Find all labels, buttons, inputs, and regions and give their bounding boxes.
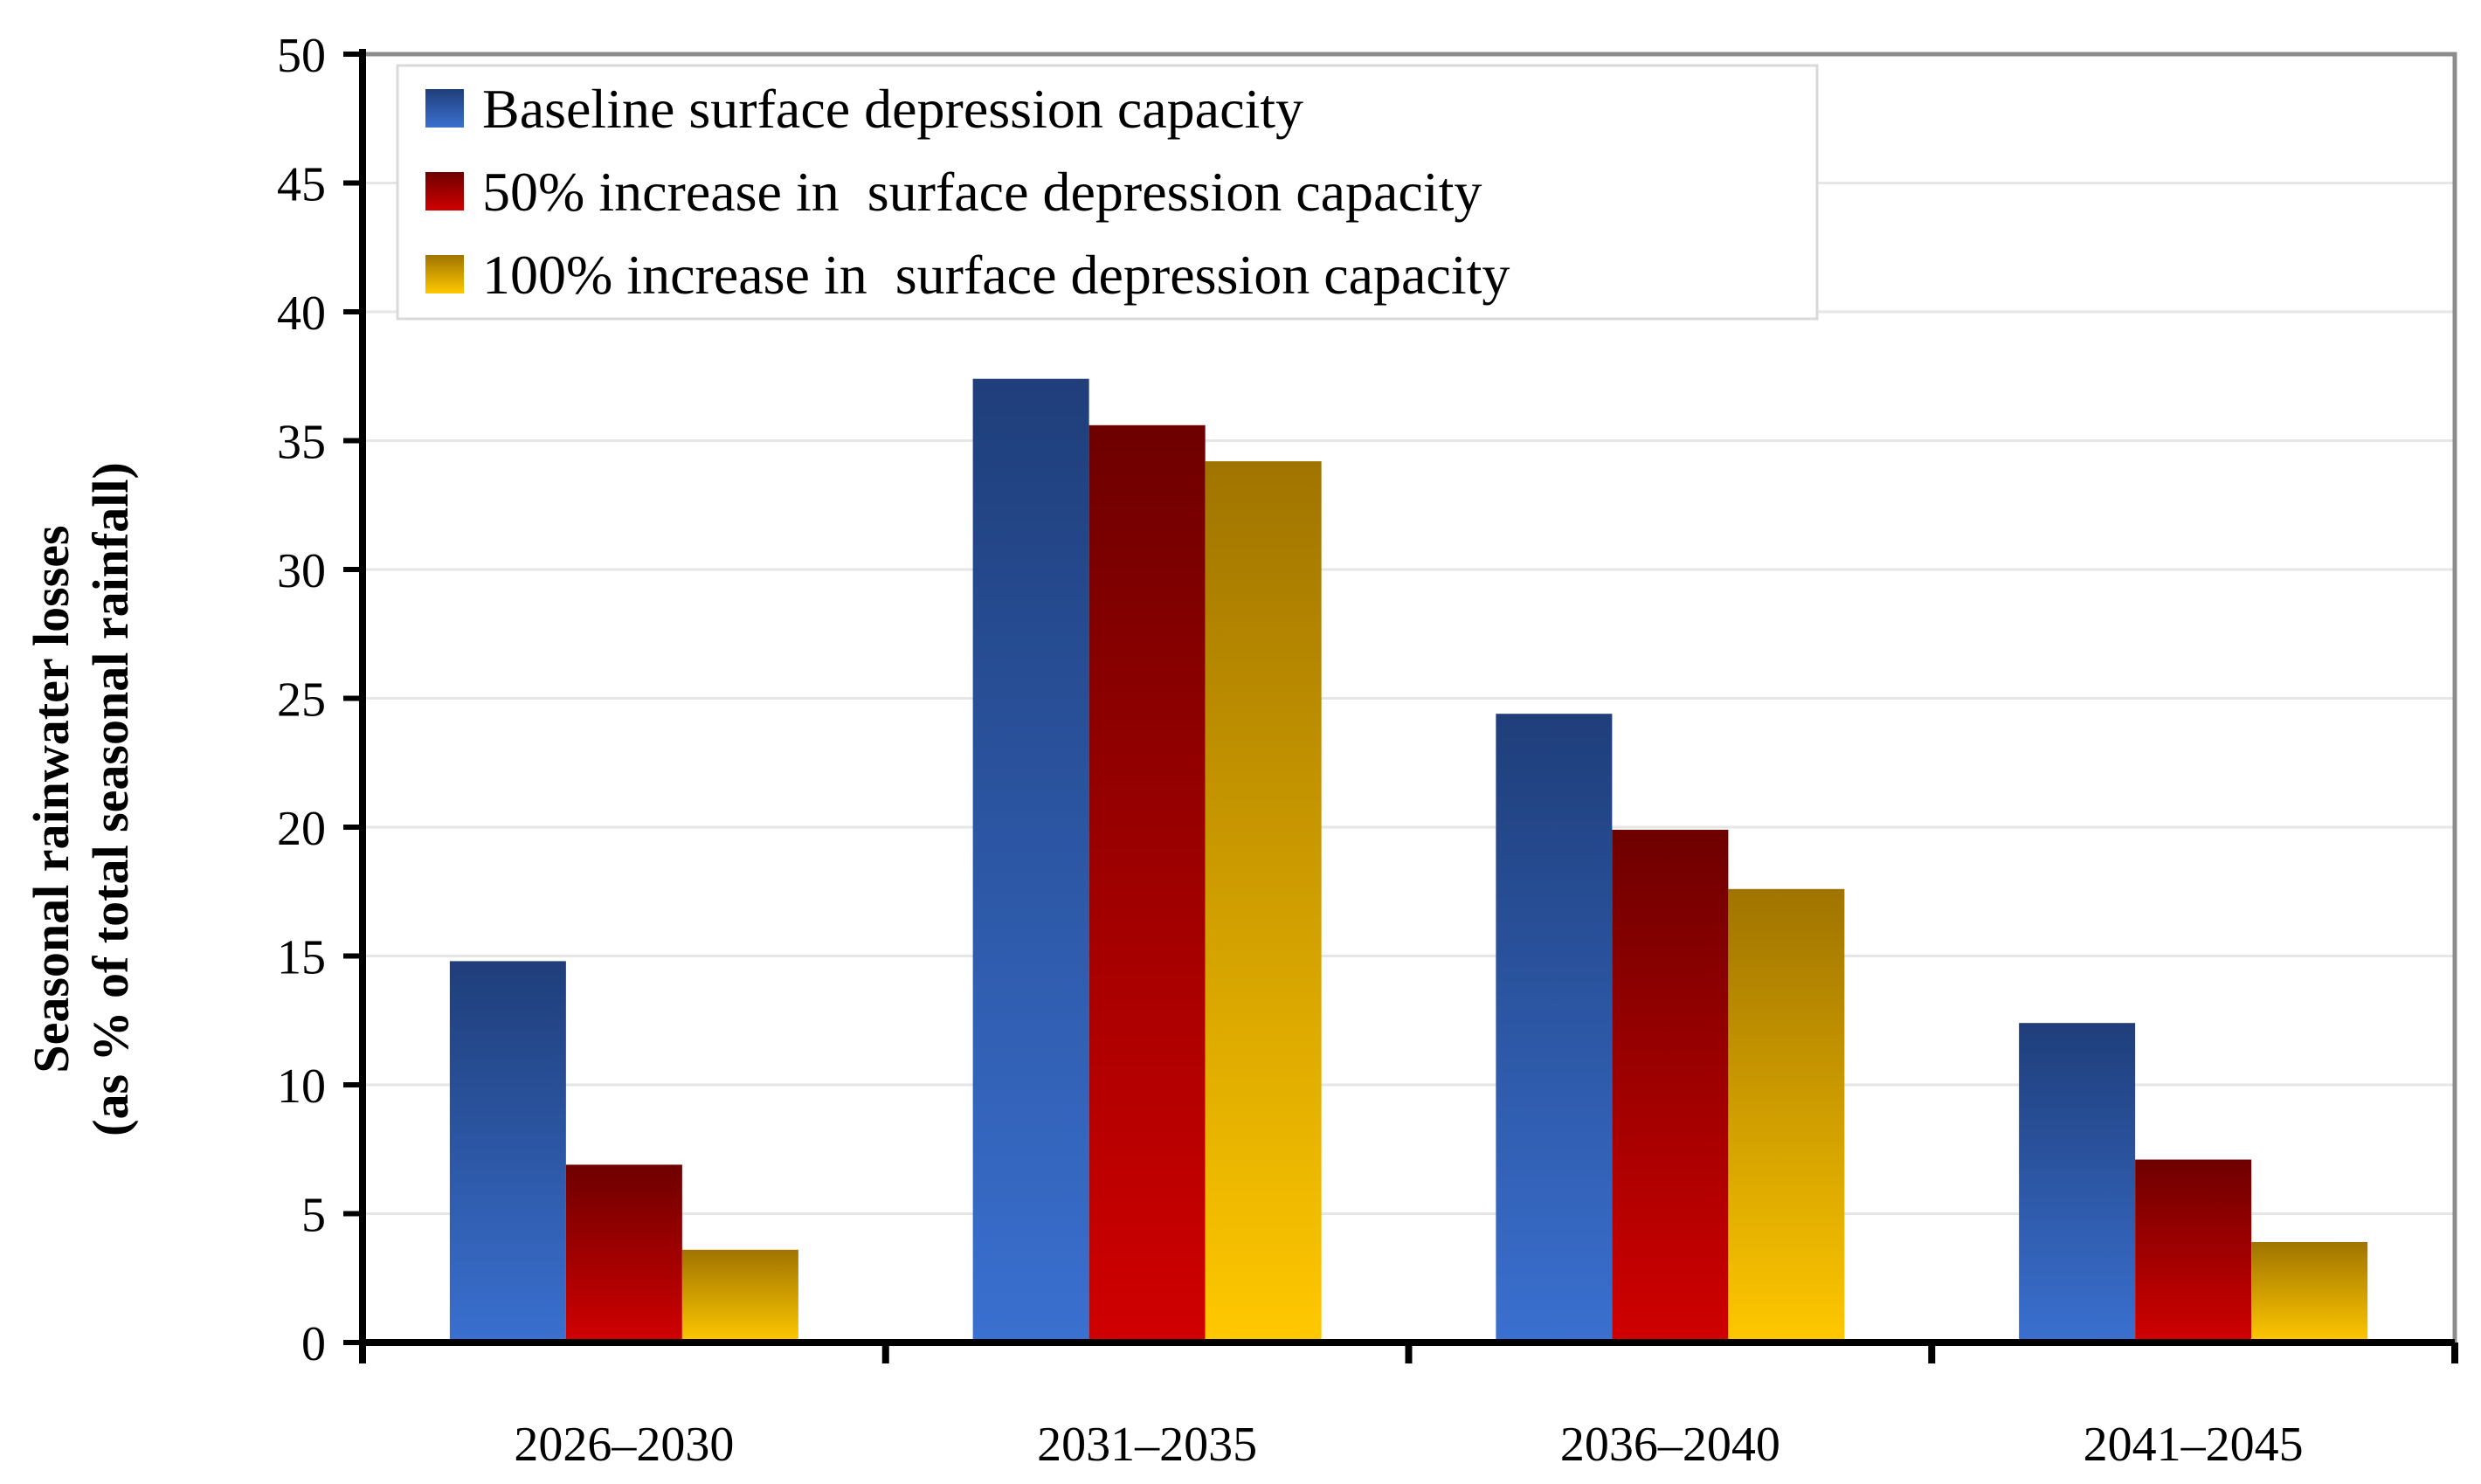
bar-2041-2045-series-1 (2019, 1023, 2136, 1343)
y-tick-label-15: 15 (277, 931, 326, 985)
y-tick-label-0: 0 (301, 1317, 326, 1371)
y-tick-label-40: 40 (277, 286, 326, 341)
legend-box (396, 64, 1819, 321)
x-tick-label-2041-2045: 2041–2045 (2084, 1418, 2304, 1472)
bar-2036-2040-series-2 (1612, 829, 1729, 1343)
bar-2026-2030-series-3 (681, 1249, 798, 1343)
y-axis-title-line-2: (as % of total seasonal rainfall) (82, 462, 139, 1136)
bar-2041-2045-series-2 (2135, 1159, 2252, 1343)
legend-swatch-series-3 (425, 255, 464, 293)
bar-2036-2040-series-3 (1728, 888, 1845, 1343)
bar-2036-2040-series-1 (1496, 714, 1613, 1343)
x-tick-label-2036-2040: 2036–2040 (1560, 1418, 1780, 1472)
legend-swatch-series-2 (425, 172, 464, 211)
y-tick-label-20: 20 (277, 802, 326, 856)
legend-swatch-series-1 (425, 89, 464, 128)
legend-label-series-3: 100% increase in surface depression capa… (482, 244, 1510, 306)
y-tick-label-35: 35 (277, 416, 326, 470)
y-tick-label-10: 10 (277, 1060, 326, 1114)
bar-2041-2045-series-3 (2251, 1241, 2368, 1343)
y-tick-label-25: 25 (277, 673, 326, 728)
legend-label-series-1: Baseline surface depression capacity (482, 78, 1303, 140)
y-tick-labels: 0 5 10 15 20 25 30 35 40 45 50 (277, 29, 326, 1371)
bars (449, 378, 2368, 1343)
y-tick-label-30: 30 (277, 544, 326, 598)
x-tick-label-2026-2030: 2026–2030 (514, 1418, 734, 1472)
y-tick-label-50: 50 (277, 29, 326, 83)
bar-2031-2035-series-2 (1088, 424, 1206, 1343)
x-tick-label-2031-2035: 2031–2035 (1037, 1418, 1257, 1472)
bar-2031-2035-series-3 (1205, 461, 1322, 1343)
bar-2026-2030-series-1 (449, 961, 566, 1343)
bar-2031-2035-series-1 (972, 378, 1089, 1343)
y-tick-label-5: 5 (301, 1189, 326, 1243)
bar-2026-2030-series-2 (565, 1164, 682, 1343)
y-axis-title-line-1: Seasonal rainwater losses (23, 525, 79, 1073)
x-tick-labels: 2026–2030 2031–2035 2036–2040 2041–2045 (514, 1418, 2303, 1472)
axes (343, 49, 2458, 1363)
y-tick-label-45: 45 (277, 158, 326, 212)
legend-label-series-2: 50% increase in surface depression capac… (482, 161, 1482, 223)
legend: Baseline surface depression capacity 50% … (396, 64, 1819, 321)
